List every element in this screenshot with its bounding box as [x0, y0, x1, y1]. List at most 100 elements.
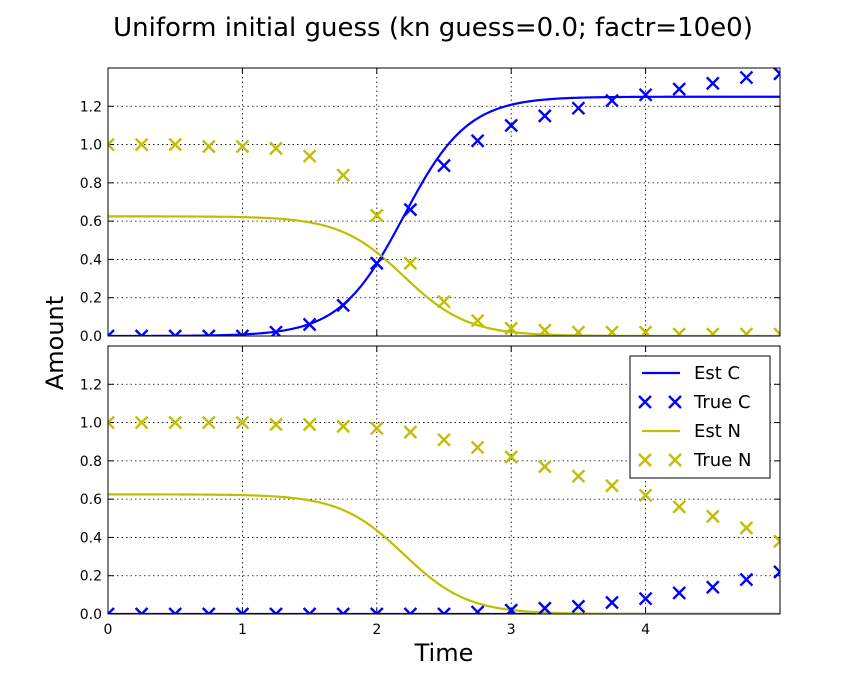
- true-n-point-stroke: [504, 321, 519, 336]
- true-c-point-stroke: [473, 605, 485, 614]
- true-c-point: [336, 607, 351, 614]
- true-c-point-stroke: [302, 607, 312, 614]
- true-n-point-stroke: [470, 440, 485, 455]
- true-n-point: [605, 325, 619, 336]
- true-c-point: [672, 82, 687, 96]
- true-n-point-stroke: [739, 521, 754, 535]
- true-n-point-stroke: [108, 415, 115, 425]
- true-n-point: [369, 421, 384, 436]
- true-c-point-stroke: [537, 109, 552, 123]
- true-c-point-stroke: [705, 580, 720, 595]
- y-tick-label: 0.2: [80, 291, 102, 307]
- true-c-point: [605, 93, 619, 108]
- true-c-point: [134, 329, 149, 336]
- true-c-point: [403, 607, 418, 614]
- true-c-point-stroke: [375, 607, 384, 614]
- y-tick-label: 1.0: [80, 416, 102, 432]
- true-c-point: [470, 133, 485, 148]
- y-tick-label: 0.6: [80, 492, 102, 508]
- true-c-point-stroke: [638, 87, 653, 102]
- true-n-point: [571, 469, 586, 484]
- legend-marker-swatch: [668, 395, 682, 409]
- true-c-point: [537, 109, 552, 123]
- true-c-point-stroke: [173, 607, 183, 614]
- true-c-point-stroke: [108, 329, 115, 336]
- panel-frame: [107, 67, 781, 337]
- true-c-point: [638, 87, 653, 102]
- true-c-point-stroke: [504, 118, 519, 133]
- true-c-point-stroke: [307, 607, 317, 614]
- true-c-point: [705, 580, 720, 595]
- true-n-point: [672, 327, 687, 336]
- y-tick-label: 1.2: [80, 99, 102, 115]
- true-c-point-stroke: [168, 607, 177, 614]
- y-tick-label: 0.4: [80, 252, 102, 268]
- true-c-point: [504, 603, 519, 614]
- legend-entry-label: True C: [693, 392, 751, 413]
- true-n-point-stroke: [168, 415, 183, 430]
- true-n-point: [470, 313, 485, 328]
- true-n-point: [168, 137, 183, 152]
- true-c-point-stroke: [605, 93, 619, 108]
- true-c-point: [201, 329, 216, 336]
- true-c-point-stroke: [442, 607, 451, 614]
- x-tick-label: 4: [641, 622, 650, 638]
- true-n-point: [705, 509, 720, 524]
- true-n-point-stroke: [773, 327, 780, 336]
- true-n-point-stroke: [201, 139, 216, 154]
- true-n-point: [773, 534, 780, 549]
- true-c-point: [705, 76, 720, 91]
- true-c-point-stroke: [108, 607, 115, 614]
- true-c-point: [571, 599, 586, 614]
- true-n-point: [705, 327, 720, 336]
- true-c-point-stroke: [201, 607, 211, 614]
- true-n-point: [336, 168, 351, 183]
- true-n-point-stroke: [302, 149, 317, 163]
- true-n-point: [537, 459, 552, 474]
- true-n-point: [537, 323, 552, 336]
- true-n-point: [739, 327, 754, 336]
- true-n-point: [672, 499, 687, 514]
- legend: Est C True C Est N True N: [629, 355, 771, 479]
- panel-1: 0.0 0.2 0.4 0.6 0.8 1.0 1.2: [80, 67, 781, 345]
- true-n-point: [470, 440, 485, 455]
- true-c-point-stroke: [139, 329, 149, 336]
- true-c-point-stroke: [672, 586, 687, 600]
- true-c-point-stroke: [605, 595, 619, 610]
- true-c-point-stroke: [207, 329, 216, 336]
- legend-marker-swatch: [638, 453, 652, 467]
- est-n-line: [108, 493, 780, 614]
- true-n-point-stroke: [640, 325, 653, 336]
- true-c-point: [672, 586, 687, 600]
- true-c-point-stroke: [672, 82, 687, 96]
- true-n-point-stroke: [773, 539, 780, 549]
- true-n-point: [437, 432, 451, 447]
- true-n-point: [437, 294, 451, 309]
- true-c-point: [269, 325, 283, 336]
- true-c-point: [773, 565, 780, 579]
- true-n-point-stroke: [336, 168, 351, 183]
- true-c-point: [638, 591, 653, 606]
- true-c-point-stroke: [571, 599, 586, 614]
- true-c-point-stroke: [274, 607, 283, 614]
- true-n-point-stroke: [235, 415, 250, 430]
- true-c-point-stroke: [336, 607, 345, 614]
- true-c-point-stroke: [739, 572, 754, 587]
- true-c-point: [168, 607, 183, 614]
- x-tick-label: 3: [507, 622, 516, 638]
- true-n-point-stroke: [437, 432, 451, 447]
- true-c-point: [108, 607, 115, 614]
- panel-data: [108, 415, 780, 614]
- true-c-point-stroke: [341, 607, 351, 614]
- true-c-point: [437, 607, 451, 614]
- true-n-point: [168, 415, 183, 430]
- true-n-point-stroke: [537, 459, 552, 474]
- true-c-point: [605, 595, 619, 610]
- true-c-point-stroke: [240, 607, 250, 614]
- true-c-point-stroke: [773, 570, 780, 579]
- true-c-point-stroke: [173, 329, 183, 336]
- true-n-point-stroke: [369, 421, 384, 436]
- true-n-point-stroke: [269, 417, 283, 432]
- true-n-point-stroke: [201, 415, 216, 430]
